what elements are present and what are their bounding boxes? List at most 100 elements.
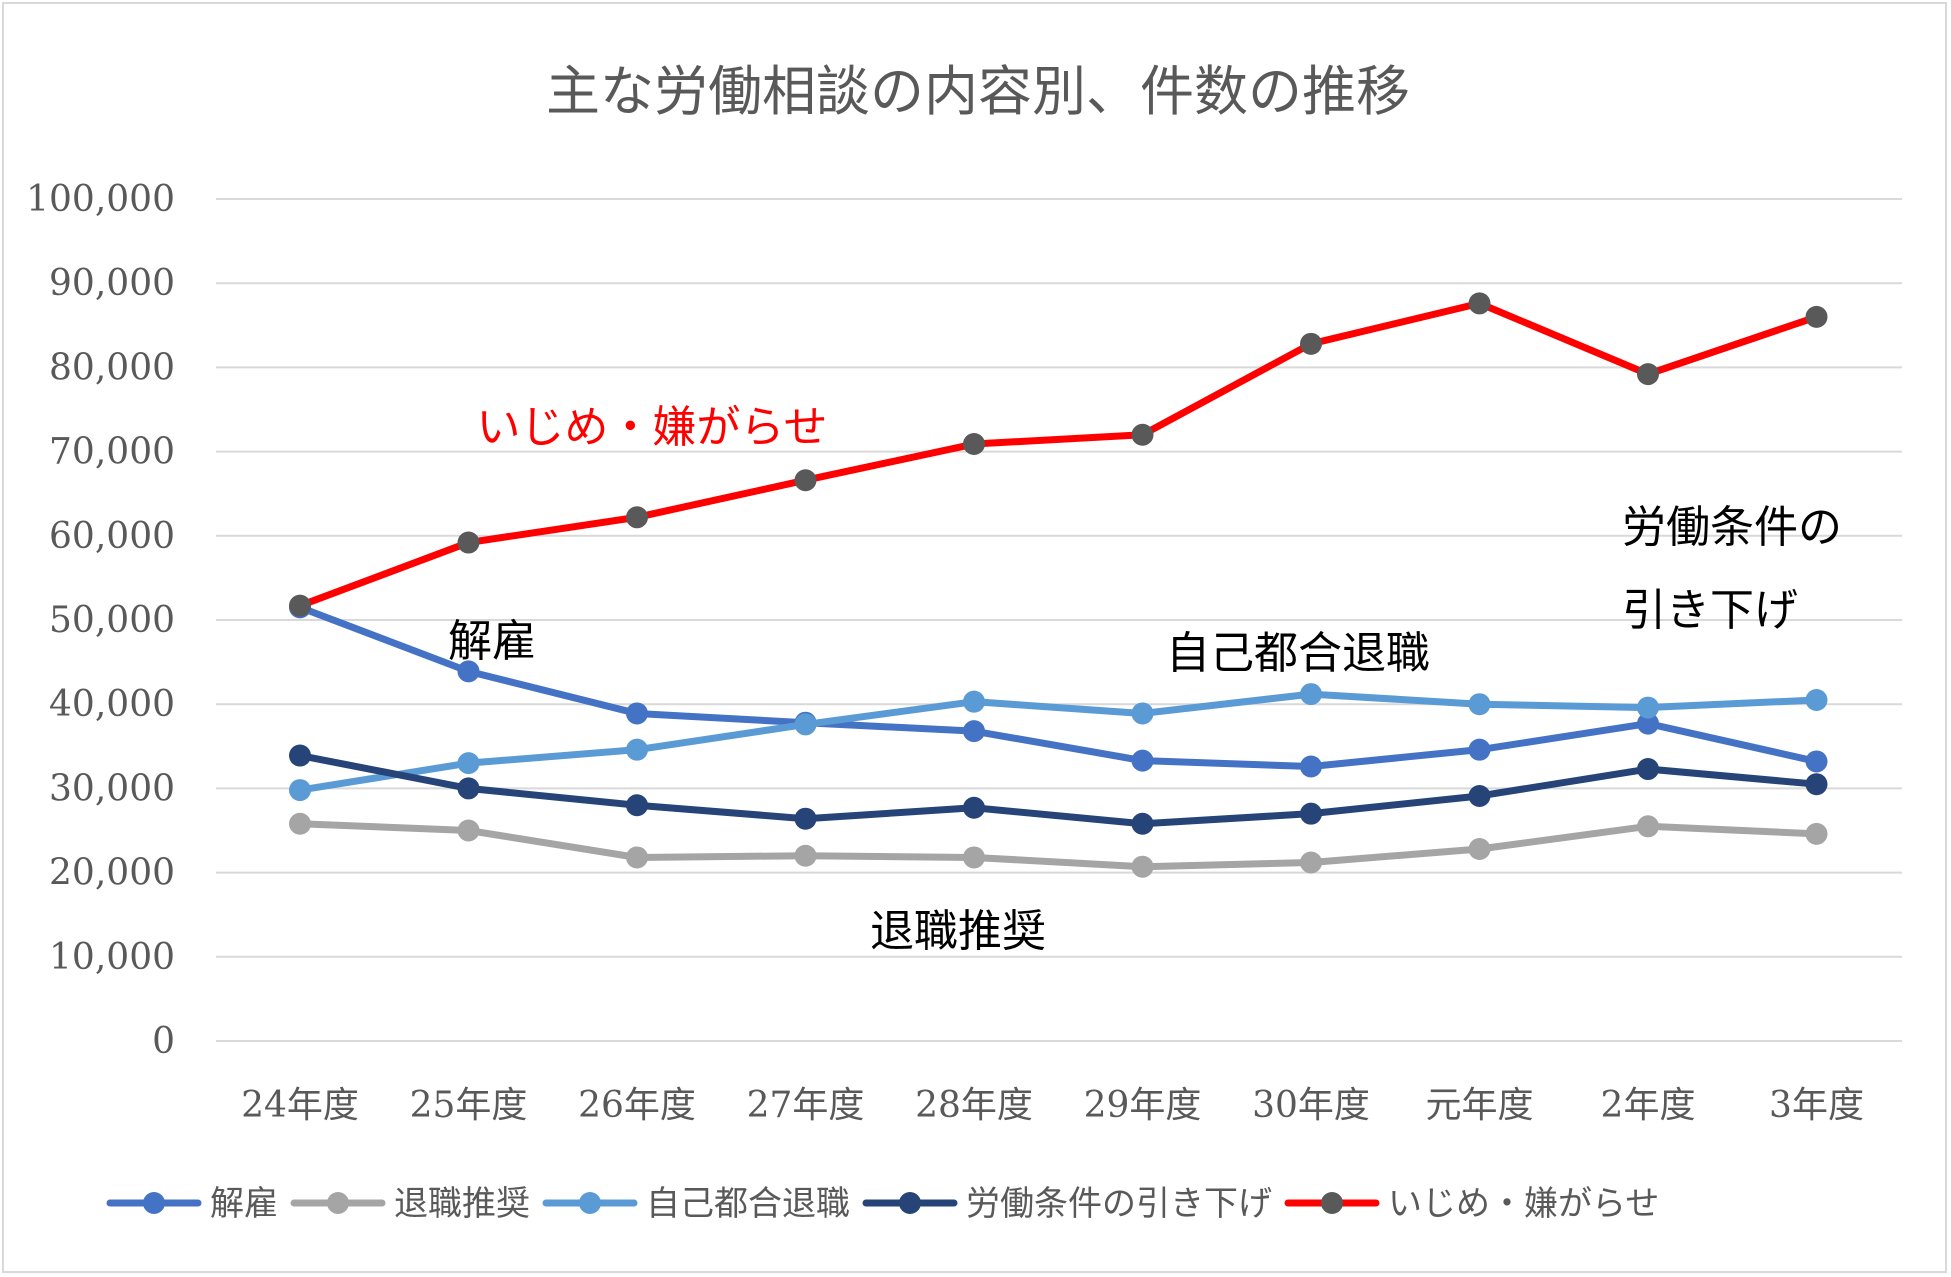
x-tick-label: 3年度	[1769, 1085, 1864, 1126]
data-point	[1300, 332, 1322, 355]
legend-label: 退職推奨	[394, 1184, 530, 1224]
data-point	[1131, 855, 1154, 878]
legend-swatch-marker	[899, 1192, 921, 1214]
legend-swatch-marker	[1321, 1192, 1343, 1214]
y-tick-label: 20,000	[49, 853, 175, 894]
data-point	[289, 812, 311, 835]
y-tick-label: 10,000	[49, 937, 175, 978]
data-point	[963, 690, 985, 713]
series-line	[296, 690, 1820, 794]
x-tick-label: 29年度	[1084, 1085, 1202, 1126]
data-point	[794, 469, 817, 492]
data-point	[1468, 784, 1491, 807]
data-point	[457, 819, 480, 842]
series-2	[289, 812, 1828, 878]
annotation-jiko: 自己都合退職	[1166, 628, 1430, 679]
series-line	[296, 299, 1820, 610]
data-point	[289, 779, 311, 802]
annotation-ijime: いじめ・嫌がらせ	[476, 402, 827, 453]
chart-title: 主な労働相談の内容別、件数の推移	[546, 60, 1410, 123]
data-point	[1805, 822, 1828, 845]
data-point	[1637, 815, 1659, 838]
data-point	[963, 846, 985, 869]
grid-layer	[216, 198, 1902, 1042]
data-point	[1131, 812, 1154, 835]
data-point	[1805, 305, 1828, 328]
legend-label: いじめ・嫌がらせ	[1388, 1184, 1659, 1224]
data-point	[1131, 749, 1154, 772]
y-tick-label: 60,000	[49, 516, 175, 557]
data-point	[1805, 688, 1828, 711]
data-point	[626, 702, 648, 725]
data-point	[1131, 423, 1154, 446]
data-point	[626, 794, 648, 817]
y-tick-label: 100,000	[26, 179, 175, 220]
data-point	[457, 752, 480, 775]
data-point	[1468, 693, 1491, 716]
data-point	[457, 777, 480, 800]
series-line	[296, 603, 1820, 771]
series-line	[296, 820, 1820, 871]
legend-label: 解雇	[210, 1184, 278, 1224]
legend-label: 労働条件の引き下げ	[966, 1184, 1272, 1224]
series-line	[296, 752, 1820, 828]
data-point	[1468, 738, 1491, 761]
x-axis: 24年度 25年度 26年度 27年度 28年度 29年度 30年度 元年度 2年度 3年度	[241, 1085, 1864, 1126]
annotation-roudou: 引き下げ	[1622, 585, 1798, 636]
legend-swatch-marker	[579, 1192, 601, 1214]
data-point	[1131, 702, 1154, 725]
y-tick-label: 40,000	[49, 684, 175, 725]
annotation-kaiko: 解雇	[448, 616, 536, 667]
data-point	[626, 506, 648, 529]
y-tick-label: 70,000	[49, 432, 175, 473]
legend-swatch-marker	[143, 1192, 165, 1214]
x-tick-label: 30年度	[1252, 1085, 1370, 1126]
data-point	[457, 660, 480, 683]
data-point	[963, 433, 985, 456]
x-tick-label: 28年度	[915, 1085, 1033, 1126]
data-point	[289, 744, 311, 767]
data-point	[1637, 758, 1659, 781]
x-tick-label: 27年度	[747, 1085, 865, 1126]
x-tick-label: 26年度	[578, 1085, 696, 1126]
data-point	[1637, 712, 1659, 735]
legend: 解雇 退職推奨 自己都合退職 労働条件の引き下げ いじめ・嫌がらせ	[106, 1184, 1659, 1224]
y-tick-label: 90,000	[49, 263, 175, 304]
data-point	[1468, 838, 1491, 861]
data-point	[794, 844, 817, 867]
data-point	[1805, 773, 1828, 796]
data-point	[963, 796, 985, 819]
data-point	[794, 807, 817, 830]
series-4	[289, 744, 1828, 835]
y-tick-label: 80,000	[49, 347, 175, 388]
series-5	[289, 292, 1828, 617]
y-tick-label: 30,000	[49, 768, 175, 809]
annotation-taishoku: 退職推奨	[870, 906, 1046, 957]
series-layer	[289, 292, 1828, 878]
annotation-roudou: 労働条件の	[1622, 502, 1842, 553]
data-point	[457, 531, 480, 554]
y-axis: 0 10,000 20,000 30,000 40,000 50,000 60,000 70,…	[26, 179, 175, 1062]
data-point	[626, 738, 648, 761]
legend-swatch-marker	[327, 1192, 349, 1214]
series-3	[289, 683, 1828, 802]
data-point	[1300, 851, 1322, 874]
data-point	[1300, 802, 1322, 825]
data-point	[1637, 696, 1659, 719]
data-point	[626, 846, 648, 869]
data-point	[1300, 683, 1322, 706]
data-point	[1637, 363, 1659, 386]
data-point	[794, 713, 817, 736]
data-point	[1468, 292, 1491, 315]
legend-label: 自己都合退職	[646, 1184, 850, 1224]
data-point	[289, 594, 311, 617]
x-tick-label: 25年度	[410, 1085, 528, 1126]
data-point	[1805, 750, 1828, 773]
x-tick-label: 24年度	[241, 1085, 359, 1126]
y-tick-label: 0	[152, 1021, 175, 1062]
x-tick-label: 元年度	[1425, 1085, 1533, 1126]
y-tick-label: 50,000	[49, 600, 175, 641]
